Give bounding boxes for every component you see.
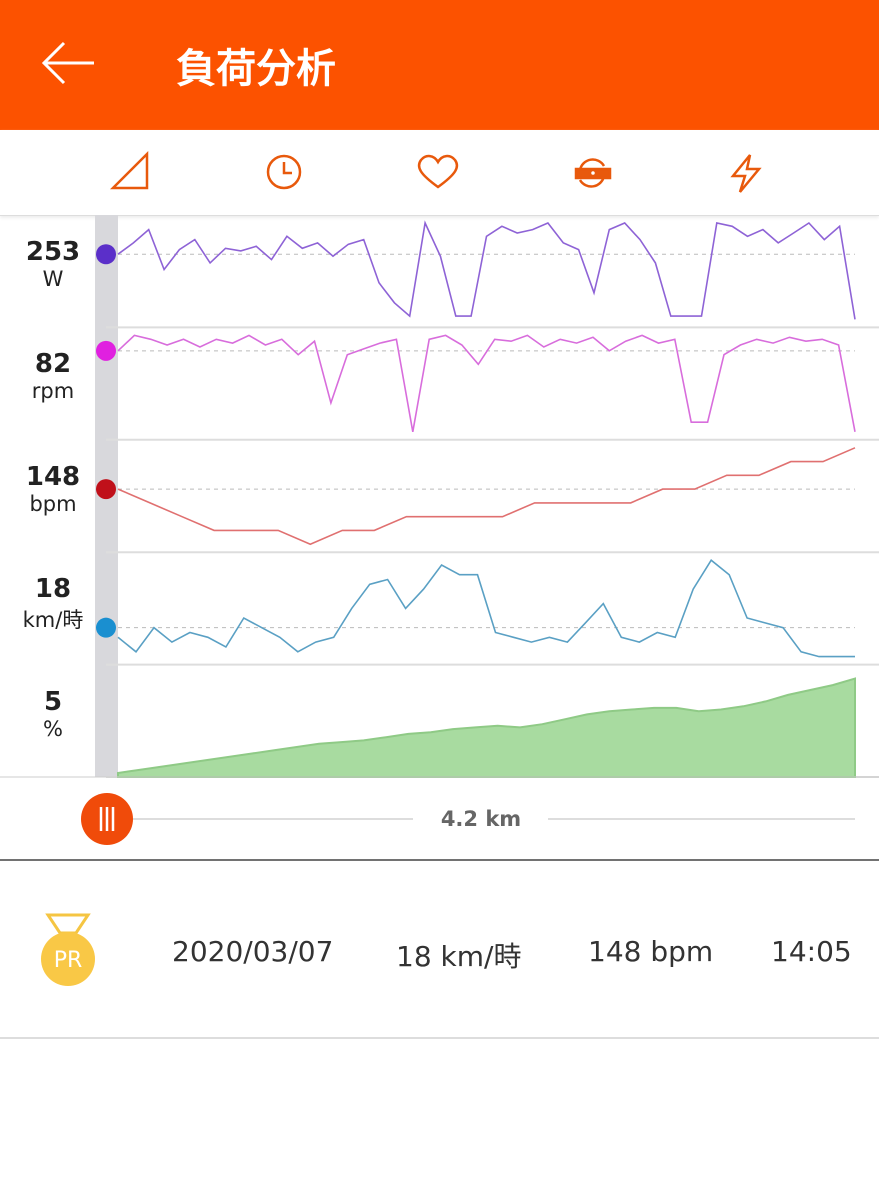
value: 253 (25, 237, 81, 267)
current-value-dot (96, 617, 116, 638)
grade-tab[interactable] (109, 150, 149, 190)
value: 82 (34, 349, 72, 380)
heart-rate: 148 bpm (588, 935, 714, 968)
row-label: 148 bpm (0, 462, 106, 516)
back-button[interactable] (40, 40, 100, 90)
time-tab[interactable] (266, 154, 302, 190)
series-line (117, 334, 856, 432)
date: 2020/03/07 (172, 935, 334, 968)
chart: 4.2 km (0, 215, 879, 861)
tab-bar (0, 130, 879, 216)
series-line (117, 447, 856, 546)
value: 148 (25, 461, 81, 492)
row-label: 5% (0, 687, 106, 741)
speed: 18 km/時 (396, 940, 522, 973)
badge-text: PR (54, 948, 83, 973)
slider-handle[interactable] (81, 793, 133, 845)
grade-area (117, 677, 856, 778)
pr-badge: PR (41, 913, 95, 986)
series-line (117, 559, 855, 658)
time: 14:05 (771, 935, 852, 968)
series-line (117, 220, 856, 320)
value: 18 (34, 574, 72, 605)
current-value-dot (96, 479, 116, 500)
tab-icons (109, 150, 762, 193)
value: 5 (43, 686, 63, 717)
row-label: 18 km/時 (0, 574, 106, 634)
unit: rpm (31, 379, 75, 404)
summary-row[interactable]: PR 2020/03/07 18 km/時 148 bpm 14:05 (0, 861, 879, 1039)
unit: km/時 (22, 608, 84, 633)
cadence-tab[interactable] (574, 158, 612, 188)
current-value-dot (96, 244, 116, 265)
heart-tab[interactable] (417, 154, 459, 189)
unit: bpm (29, 491, 77, 516)
power-tab[interactable] (730, 154, 762, 193)
x-label: 4.2 km (441, 807, 521, 831)
row-label: 253 W (0, 237, 106, 291)
current-value-dot (96, 340, 116, 361)
app-bar: 負荷分析 (0, 0, 879, 130)
row-label: 82 rpm (0, 349, 106, 403)
unit: % (43, 716, 63, 741)
unit: W (42, 267, 64, 291)
title: 負荷分析 (176, 46, 336, 92)
